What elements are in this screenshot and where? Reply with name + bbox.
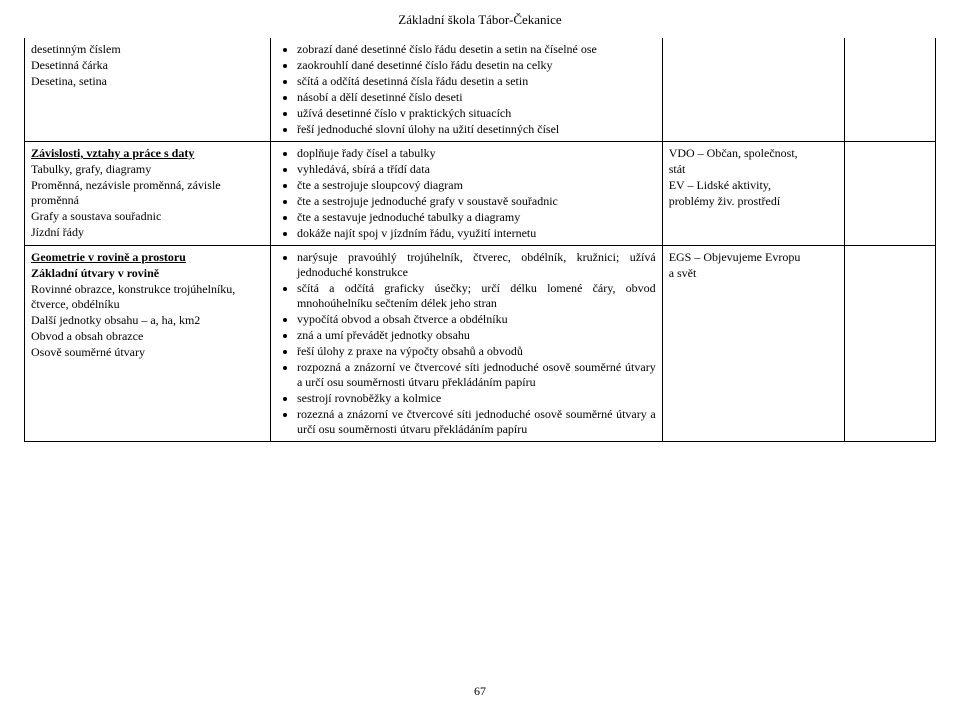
section-title: Závislosti, vztahy a práce s daty <box>31 146 194 160</box>
cross-line: stát <box>669 162 838 177</box>
bullet-item: zaokrouhlí dané desetinné číslo řádu des… <box>297 58 656 73</box>
bullet-item: sčítá a odčítá desetinná čísla řádu dese… <box>297 74 656 89</box>
topic-line: desetinným číslem <box>31 42 264 57</box>
bullet-item: rozpozná a znázorní ve čtvercové síti je… <box>297 360 656 390</box>
bullet-item: doplňuje řady čísel a tabulky <box>297 146 656 161</box>
topic-line: Tabulky, grafy, diagramy <box>31 162 264 177</box>
topic-line: Další jednotky obsahu – a, ha, km2 <box>31 313 264 328</box>
cell-extra-3 <box>844 246 935 442</box>
bullet-item: čte a sestavuje jednoduché tabulky a dia… <box>297 210 656 225</box>
cross-line: a svět <box>669 266 838 281</box>
bullet-item: vypočítá obvod a obsah čtverce a obdélní… <box>297 312 656 327</box>
cross-line: EV – Lidské aktivity, <box>669 178 838 193</box>
bullet-item: čte a sestrojuje jednoduché grafy v sous… <box>297 194 656 209</box>
cell-cross-3: EGS – Objevujeme Evropu a svět <box>662 246 844 442</box>
cell-extra-1 <box>844 38 935 142</box>
table-row: Geometrie v rovině a prostoru Základní ú… <box>25 246 936 442</box>
cell-topic-2: Závislosti, vztahy a práce s daty Tabulk… <box>25 142 271 246</box>
topic-line: Proměnná, nezávisle proměnná, závisle pr… <box>31 178 264 208</box>
section-subtitle: Základní útvary v rovině <box>31 266 159 280</box>
cross-line: problémy živ. prostředí <box>669 194 838 209</box>
bullet-item: násobí a dělí desetinné číslo deseti <box>297 90 656 105</box>
cell-topic-3: Geometrie v rovině a prostoru Základní ú… <box>25 246 271 442</box>
bullet-item: čte a sestrojuje sloupcový diagram <box>297 178 656 193</box>
cell-outcomes-2: doplňuje řady čísel a tabulky vyhledává,… <box>270 142 662 246</box>
bullet-item: zobrazí dané desetinné číslo řádu deseti… <box>297 42 656 57</box>
cell-topic-1: desetinným číslem Desetinná čárka Deseti… <box>25 38 271 142</box>
cell-outcomes-3: narýsuje pravoúhlý trojúhelník, čtverec,… <box>270 246 662 442</box>
bullet-item: vyhledává, sbírá a třídí data <box>297 162 656 177</box>
bullet-item: řeší úlohy z praxe na výpočty obsahů a o… <box>297 344 656 359</box>
bullet-item: dokáže najít spoj v jízdním řádu, využit… <box>297 226 656 241</box>
page-header: Základní škola Tábor-Čekanice <box>24 12 936 28</box>
cell-cross-1 <box>662 38 844 142</box>
cross-line: VDO – Občan, společnost, <box>669 146 838 161</box>
topic-line: Desetinná čárka <box>31 58 264 73</box>
topic-line: Desetina, setina <box>31 74 264 89</box>
topic-line: Osově souměrné útvary <box>31 345 264 360</box>
topic-line: Grafy a soustava souřadnic <box>31 209 264 224</box>
bullet-item: narýsuje pravoúhlý trojúhelník, čtverec,… <box>297 250 656 280</box>
bullet-item: sčítá a odčítá graficky úsečky; určí dél… <box>297 281 656 311</box>
bullet-item: sestrojí rovnoběžky a kolmice <box>297 391 656 406</box>
page-number: 67 <box>0 684 960 699</box>
bullet-item: řeší jednoduché slovní úlohy na užití de… <box>297 122 656 137</box>
topic-line: Jízdní řády <box>31 225 264 240</box>
cell-extra-2 <box>844 142 935 246</box>
topic-line: Rovinné obrazce, konstrukce trojúhelníku… <box>31 282 264 312</box>
topic-line: Obvod a obsah obrazce <box>31 329 264 344</box>
curriculum-table: desetinným číslem Desetinná čárka Deseti… <box>24 38 936 442</box>
table-row: desetinným číslem Desetinná čárka Deseti… <box>25 38 936 142</box>
bullet-item: užívá desetinné číslo v praktických situ… <box>297 106 656 121</box>
cell-cross-2: VDO – Občan, společnost, stát EV – Lidsk… <box>662 142 844 246</box>
section-title: Geometrie v rovině a prostoru <box>31 250 186 264</box>
cell-outcomes-1: zobrazí dané desetinné číslo řádu deseti… <box>270 38 662 142</box>
bullet-item: rozezná a znázorní ve čtvercové síti jed… <box>297 407 656 437</box>
table-row: Závislosti, vztahy a práce s daty Tabulk… <box>25 142 936 246</box>
bullet-item: zná a umí převádět jednotky obsahu <box>297 328 656 343</box>
cross-line: EGS – Objevujeme Evropu <box>669 250 838 265</box>
